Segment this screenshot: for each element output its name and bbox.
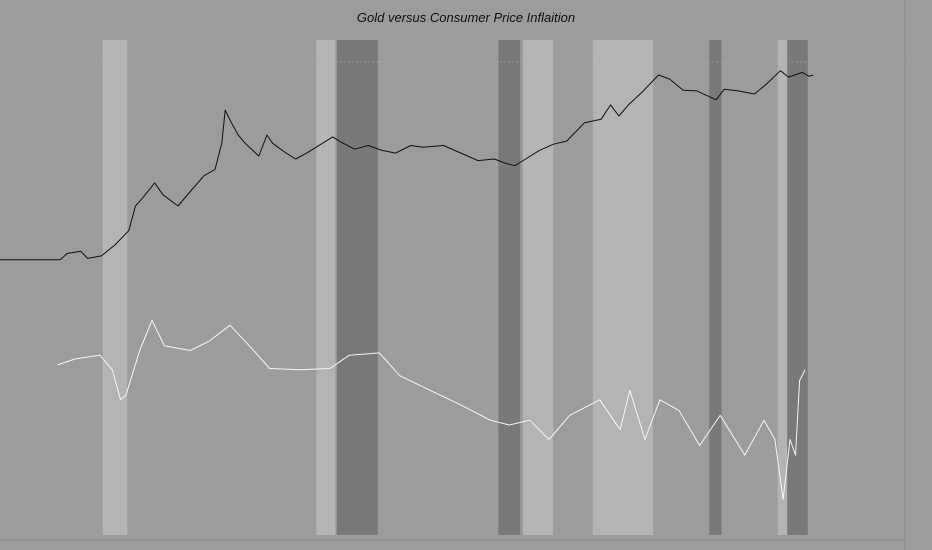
- lines: [0, 70, 814, 501]
- recession-band: [523, 40, 554, 535]
- recession-band: [777, 40, 788, 535]
- recession-band: [336, 40, 378, 535]
- recession-band: [498, 40, 521, 535]
- recession-band: [316, 40, 336, 535]
- series-line: [57, 319, 806, 501]
- recession-band: [592, 40, 654, 535]
- recession-band: [787, 40, 808, 535]
- bands: [102, 40, 808, 535]
- recession-band: [709, 40, 722, 535]
- recession-band: [102, 40, 128, 535]
- series-line: [0, 70, 814, 261]
- chart-title: Gold versus Consumer Price Inflaition: [357, 10, 575, 25]
